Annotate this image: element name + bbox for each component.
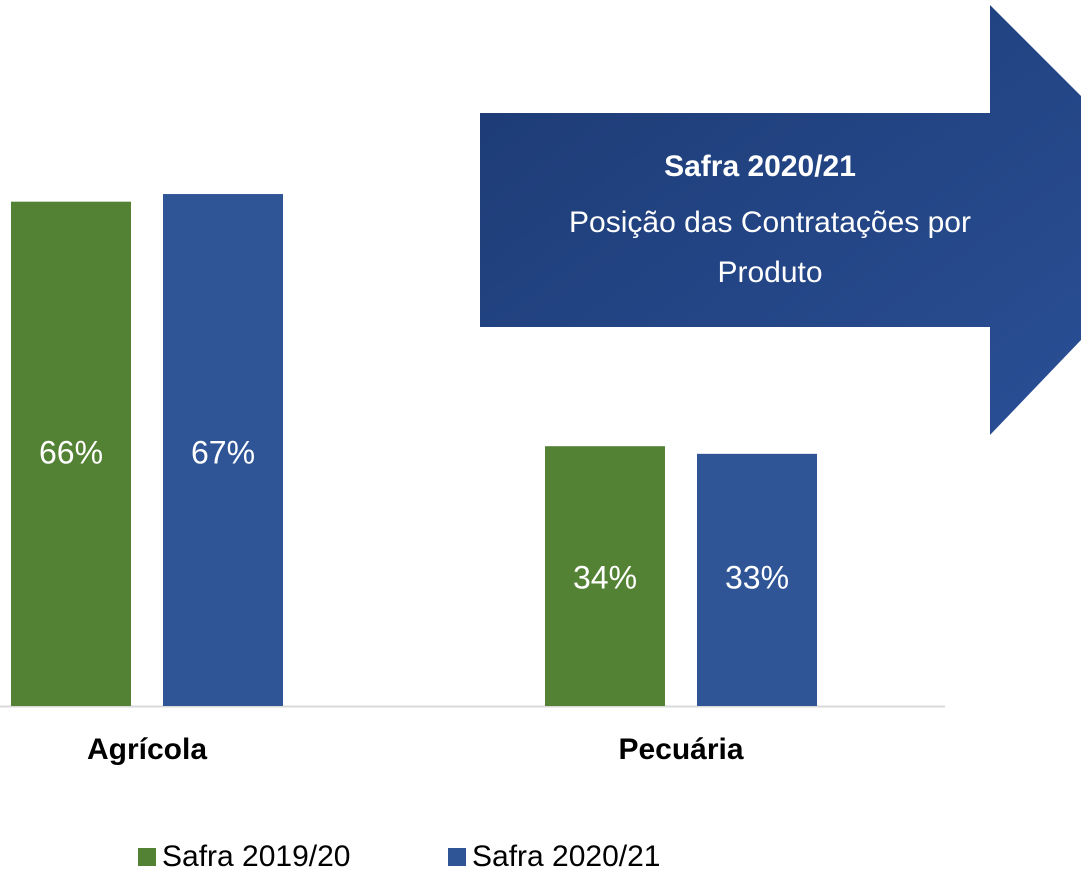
data-label: 67%	[191, 434, 255, 470]
legend-swatch	[138, 848, 156, 866]
annotation-line: Posição das Contratações por	[569, 206, 971, 239]
arrow-callout	[480, 5, 1081, 435]
data-label: 34%	[573, 559, 637, 595]
annotation-title: Safra 2020/21	[664, 150, 856, 183]
legend-swatch	[448, 848, 466, 866]
legend-label: Safra 2019/20	[162, 840, 350, 873]
bar	[11, 201, 131, 706]
data-label: 33%	[725, 559, 789, 595]
bar	[697, 453, 817, 706]
annotation-line: Produto	[717, 256, 822, 289]
x-tick-label: Pecuária	[618, 733, 743, 766]
legend-label: Safra 2020/21	[472, 840, 660, 873]
data-label: 66%	[39, 434, 103, 470]
bar	[163, 194, 283, 707]
x-tick-label: Agrícola	[87, 733, 207, 766]
bar	[545, 446, 665, 706]
